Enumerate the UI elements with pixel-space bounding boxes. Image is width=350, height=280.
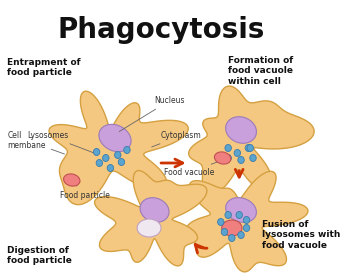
Circle shape (114, 151, 121, 158)
Ellipse shape (64, 174, 80, 186)
Ellipse shape (226, 198, 257, 222)
Text: Fusion of
lysosomes with
food vacuole: Fusion of lysosomes with food vacuole (262, 220, 341, 250)
Circle shape (250, 155, 256, 162)
Circle shape (247, 144, 253, 151)
Text: Food vacuole: Food vacuole (164, 161, 220, 177)
Ellipse shape (226, 117, 257, 143)
Circle shape (118, 158, 125, 165)
Circle shape (225, 155, 231, 162)
Circle shape (229, 235, 235, 241)
Circle shape (238, 232, 244, 239)
Polygon shape (189, 86, 314, 194)
Text: Phagocytosis: Phagocytosis (57, 16, 265, 44)
Ellipse shape (140, 198, 169, 222)
Ellipse shape (137, 219, 161, 237)
Text: Digestion of
food particle: Digestion of food particle (7, 246, 72, 265)
Circle shape (103, 155, 109, 162)
Polygon shape (94, 171, 207, 266)
Circle shape (225, 144, 231, 151)
Circle shape (243, 216, 250, 223)
Text: Lysosomes: Lysosomes (28, 131, 97, 154)
Ellipse shape (99, 124, 131, 152)
Circle shape (225, 211, 231, 218)
Circle shape (107, 165, 114, 171)
Text: Cell
membane: Cell membane (7, 130, 64, 154)
Circle shape (236, 211, 243, 218)
Text: Cytoplasm: Cytoplasm (152, 131, 202, 147)
Ellipse shape (222, 220, 242, 236)
Text: Food particle: Food particle (60, 183, 110, 200)
Circle shape (93, 148, 100, 155)
Text: Formation of
food vacuole
within cell: Formation of food vacuole within cell (228, 56, 293, 86)
Circle shape (245, 144, 252, 151)
Circle shape (243, 225, 250, 232)
Circle shape (96, 160, 103, 167)
Circle shape (218, 218, 224, 225)
Polygon shape (49, 91, 188, 205)
Circle shape (221, 228, 228, 235)
Ellipse shape (215, 152, 231, 164)
Circle shape (238, 157, 244, 164)
Text: Entrapment of
food particle: Entrapment of food particle (7, 58, 81, 77)
Circle shape (234, 150, 240, 157)
Polygon shape (186, 171, 308, 272)
Circle shape (124, 146, 130, 153)
Text: Nucleus: Nucleus (119, 96, 185, 132)
